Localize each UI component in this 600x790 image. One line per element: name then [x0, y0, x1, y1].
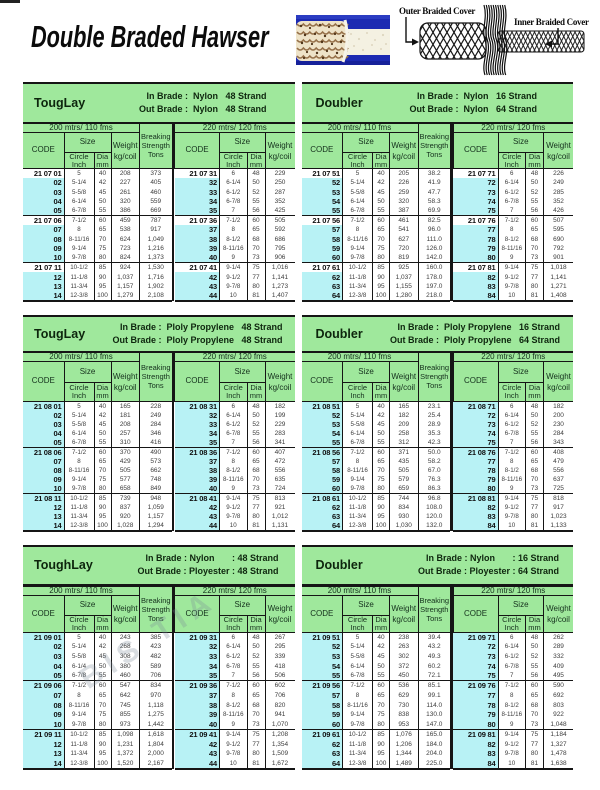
svg-text:Outer Braided Cover: Outer Braided Cover: [399, 6, 475, 16]
svg-text:Inner Braided Cover: Inner Braided Cover: [514, 17, 589, 27]
